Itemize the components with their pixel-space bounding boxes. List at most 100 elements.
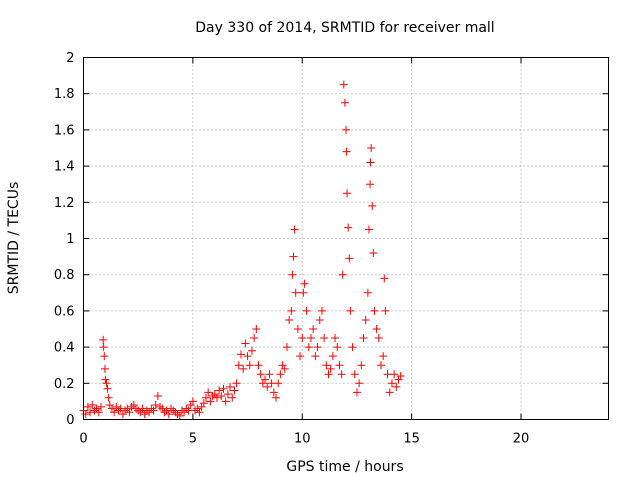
data-point	[182, 404, 191, 413]
data-point	[380, 274, 389, 283]
data-point	[299, 288, 308, 297]
data-point	[110, 408, 119, 417]
data-point	[326, 364, 335, 373]
data-point	[136, 408, 145, 417]
data-point	[396, 372, 405, 381]
data-point	[390, 370, 399, 379]
data-point	[167, 404, 175, 413]
data-point	[153, 391, 162, 400]
data-point	[129, 401, 138, 410]
data-point	[241, 339, 250, 348]
data-point	[99, 343, 108, 352]
data-point	[372, 325, 381, 333]
data-point	[280, 364, 289, 373]
data-point	[381, 306, 390, 315]
data-point	[145, 408, 154, 417]
data-point	[147, 404, 156, 413]
data-point	[342, 147, 351, 156]
y-tick-label: 0.8	[54, 268, 75, 283]
data-point	[342, 125, 350, 134]
data-point	[311, 352, 320, 361]
data-point	[83, 402, 92, 411]
data-point	[86, 408, 95, 417]
data-point	[160, 408, 169, 417]
data-point	[339, 80, 348, 89]
data-point	[276, 370, 285, 379]
data-point	[291, 288, 300, 297]
y-tick-label: 1.4	[54, 160, 75, 175]
data-point	[140, 410, 149, 419]
data-point	[151, 401, 160, 410]
data-point	[361, 315, 370, 324]
data-point	[278, 361, 287, 370]
data-point	[387, 379, 396, 388]
data-point	[288, 270, 297, 279]
data-point	[263, 382, 272, 391]
data-point	[219, 384, 228, 393]
data-point	[217, 391, 226, 400]
data-point	[377, 361, 385, 370]
data-point	[90, 406, 99, 415]
data-point	[102, 379, 111, 388]
data-point	[345, 254, 354, 263]
data-point	[118, 410, 127, 419]
y-tick-label: 1.8	[54, 87, 75, 102]
data-point	[193, 404, 202, 413]
data-point	[344, 223, 353, 232]
data-point	[138, 404, 147, 413]
data-point	[331, 334, 340, 343]
y-tick-label: 0.2	[54, 377, 75, 392]
x-tick-label: 20	[513, 432, 530, 447]
x-tick-label: 10	[294, 432, 311, 447]
data-point	[338, 270, 347, 279]
data-point	[197, 402, 206, 411]
data-point	[385, 388, 394, 397]
data-point	[368, 201, 377, 210]
data-point	[230, 386, 239, 395]
data-point	[261, 375, 270, 384]
grid	[83, 57, 609, 420]
data-point	[202, 393, 210, 402]
data-point	[309, 325, 318, 333]
data-point	[186, 401, 195, 410]
data-point	[313, 343, 322, 352]
data-point	[105, 401, 114, 410]
data-point	[223, 390, 232, 399]
y-tick-label: 0	[66, 413, 74, 428]
y-axis-title: SRMTID / TECUs	[6, 182, 22, 295]
data-point	[256, 370, 265, 379]
data-point	[350, 370, 359, 379]
data-point	[287, 306, 296, 315]
data-point	[104, 393, 113, 402]
y-tick-label: 1.6	[54, 123, 75, 138]
data-point	[394, 375, 403, 384]
data-point	[359, 334, 368, 343]
data-points	[79, 80, 405, 420]
data-point	[346, 306, 355, 315]
data-point	[175, 411, 184, 420]
data-point	[100, 352, 109, 361]
data-point	[88, 401, 97, 410]
data-point	[94, 408, 103, 417]
data-point	[352, 388, 361, 397]
chart-title: Day 330 of 2014, SRMTID for receiver mal…	[195, 20, 494, 36]
data-point	[322, 361, 331, 370]
data-point	[101, 375, 110, 384]
x-tick-label: 5	[189, 432, 197, 447]
data-point	[317, 306, 326, 315]
data-point	[180, 408, 189, 417]
data-point	[285, 315, 294, 324]
data-point	[379, 352, 388, 361]
data-point	[169, 406, 178, 415]
data-point	[107, 404, 116, 413]
y-tick-label: 0.6	[54, 304, 75, 319]
data-point	[237, 350, 245, 359]
data-point	[252, 325, 261, 333]
data-point	[127, 402, 136, 411]
data-point	[290, 225, 299, 234]
data-point	[215, 386, 224, 395]
data-point	[340, 98, 349, 107]
data-point	[254, 361, 263, 370]
data-point	[191, 406, 200, 415]
data-point	[348, 343, 357, 352]
